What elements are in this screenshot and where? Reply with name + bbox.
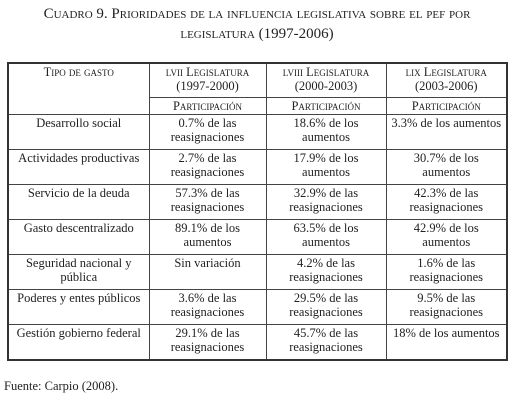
column-header: lvii Legislatura (1997-2000) [148,62,267,98]
column-name: lvii Legislatura [165,65,250,79]
header-row: Tipo de gasto lvii Legislatura (1997-2000… [7,62,508,115]
table-cell: 18% de los aumentos [385,323,508,360]
table-cell: 63.5% de los aumentos [265,218,387,255]
table-cell: 29.1% de las reasignaciones [148,323,267,360]
row-label: Servicio de la deuda [7,183,150,220]
column-period: (1997-2000) [176,79,239,93]
table-cell: 1.6% de las reasignaciones [385,253,508,290]
subheader: Participación [148,96,267,115]
row-label: Seguridad nacional y pública [7,253,150,290]
table-cell: 3.3% de los aumentos [385,113,508,150]
column-header: lviii Legislatura (2000-2003) [265,62,387,98]
table-cell: 29.5% de las reasignaciones [265,288,387,325]
table-row: Seguridad nacional y pública Sin variació… [7,253,508,290]
table-cell: 57.3% de las reasignaciones [148,183,267,220]
row-label: Gasto descentralizado [7,218,150,255]
column-period: (2000-2003) [294,79,358,93]
table-row: Poderes y entes públicos 3.6% de las reas… [7,288,508,325]
row-label: Desarrollo social [7,113,150,150]
table-cell: 18.6% de los aumentos [265,113,387,150]
table-title: Cuadro 9. Prioridades de la influencia l… [43,6,471,42]
table-row: Actividades productivas 2.7% de las reasi… [7,148,508,185]
table-cell: 17.9% de los aumentos [265,148,387,185]
source-note: Fuente: Carpio (2008). [4,379,119,393]
table-row: Desarrollo social 0.7% de las reasignacio… [7,113,508,150]
table-cell: Sin variación [148,253,267,290]
column-period: (2003-2006) [415,79,478,93]
column-header: lix Legislatura (2003-2006) [385,62,508,98]
column-header: Tipo de gasto [7,62,150,115]
table-row: Servicio de la deuda 57.3% de las reasign… [7,183,508,220]
table: Tipo de gasto lvii Legislatura (1997-2000… [7,62,508,361]
table-cell: 89.1% de los aumentos [148,218,267,255]
table-cell: 30.7% de los aumentos [385,148,508,185]
column-name: lix Legislatura [405,65,487,79]
row-label: Poderes y entes públicos [7,288,150,325]
table-cell: 3.6% de las reasignaciones [148,288,267,325]
row-label: Actividades productivas [7,148,150,185]
table-cell: 42.9% de los aumentos [385,218,508,255]
subheader: Participación [385,96,508,115]
row-label: Gestión gobierno federal [7,323,150,360]
subheader: Participación [265,96,387,115]
table-row: Gasto descentralizado 89.1% de los aument… [7,218,508,255]
table-cell: 4.2% de las reasignaciones [265,253,387,290]
table-cell: 9.5% de las reasignaciones [385,288,508,325]
table-cell: 32.9% de las reasignaciones [265,183,387,220]
table-row: Gestión gobierno federal 29.1% de las rea… [7,323,508,360]
table-cell: 42.3% de las reasignaciones [385,183,508,220]
table-cell: 0.7% de las reasignaciones [148,113,267,150]
column-name: lviii Legislatura [282,65,370,79]
table-cell: 45.7% de las reasignaciones [265,323,387,360]
table-cell: 2.7% de las reasignaciones [148,148,267,185]
